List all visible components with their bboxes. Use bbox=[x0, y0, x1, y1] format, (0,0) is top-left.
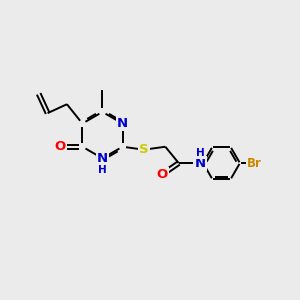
Text: O: O bbox=[55, 140, 66, 153]
Text: S: S bbox=[139, 143, 149, 156]
Text: Br: Br bbox=[247, 157, 262, 169]
Text: H: H bbox=[98, 165, 107, 175]
Text: N: N bbox=[97, 152, 108, 165]
Text: O: O bbox=[157, 168, 168, 181]
Text: H: H bbox=[196, 148, 205, 158]
Text: N: N bbox=[117, 117, 128, 130]
Text: N: N bbox=[194, 157, 206, 169]
